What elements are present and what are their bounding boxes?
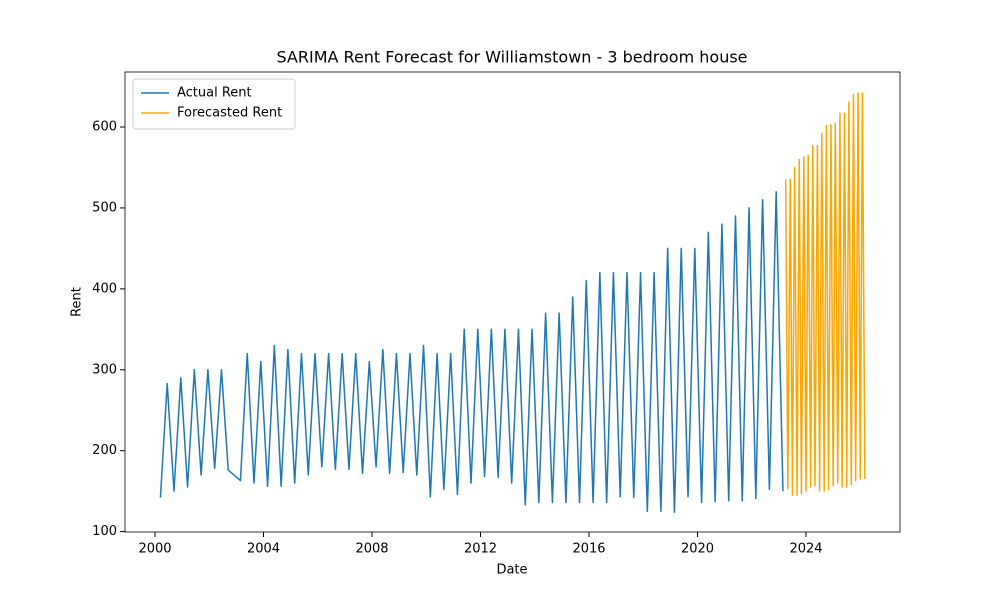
y-tick-label: 100 bbox=[92, 524, 117, 539]
plot-frame bbox=[124, 71, 901, 533]
chart-title: SARIMA Rent Forecast for Williamstown - … bbox=[276, 48, 747, 67]
x-tick-label: 2008 bbox=[355, 542, 388, 557]
x-tick-label: 2000 bbox=[138, 542, 171, 557]
x-axis-label: Date bbox=[496, 563, 527, 578]
data-line bbox=[784, 92, 866, 496]
y-tick-label: 600 bbox=[92, 120, 117, 135]
legend-label: Forecasted Rent bbox=[177, 106, 282, 121]
y-axis-label: Rent bbox=[70, 287, 85, 317]
y-tick-label: 400 bbox=[92, 281, 117, 296]
legend-box bbox=[132, 78, 296, 130]
x-tick-label: 2016 bbox=[572, 542, 605, 557]
legend-label: Actual Rent bbox=[177, 86, 252, 101]
x-tick-label: 2004 bbox=[247, 542, 280, 557]
x-tick-label: 2012 bbox=[464, 542, 497, 557]
y-tick-label: 500 bbox=[92, 200, 117, 215]
y-tick-label: 300 bbox=[92, 362, 117, 377]
y-tick-label: 200 bbox=[92, 443, 117, 458]
x-tick-label: 2020 bbox=[681, 542, 714, 557]
x-tick-label: 2024 bbox=[789, 542, 822, 557]
data-line bbox=[159, 191, 784, 513]
